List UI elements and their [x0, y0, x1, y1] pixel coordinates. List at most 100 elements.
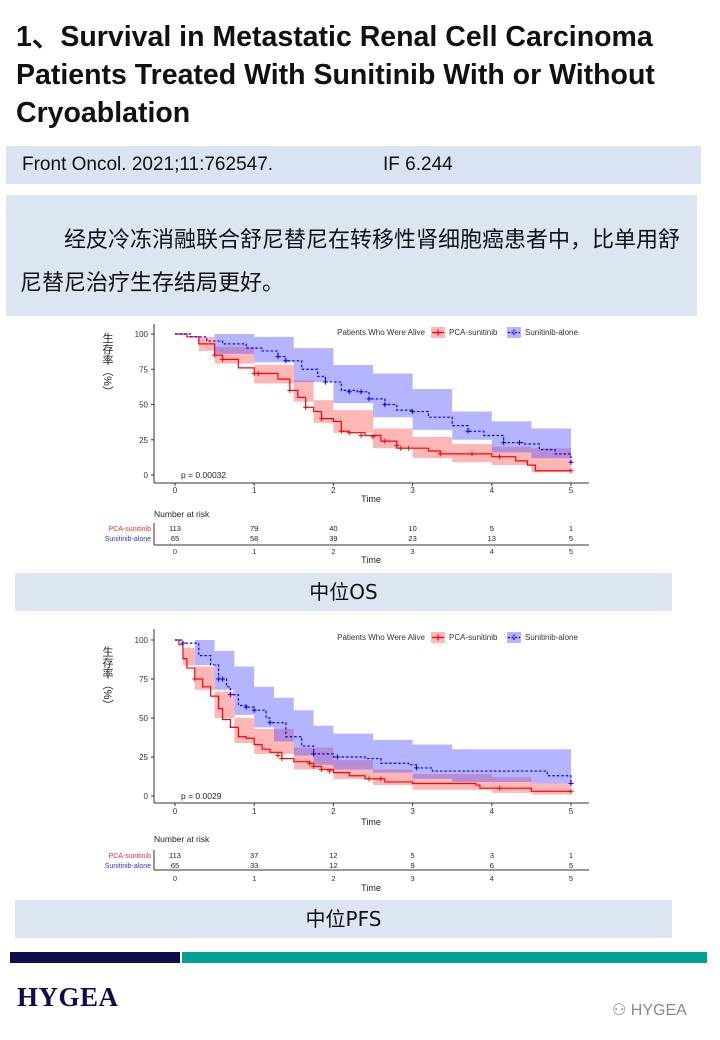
- risk-x-tick-label: 3: [411, 547, 415, 556]
- risk-value: 23: [408, 534, 416, 543]
- legend-key: [508, 329, 520, 336]
- risk-value: 65: [171, 861, 179, 870]
- legend-key: [432, 329, 444, 336]
- risk-x-tick-label: 5: [569, 547, 573, 556]
- risk-value: 6: [490, 861, 494, 870]
- censor-mark: [465, 428, 471, 434]
- y-tick-label: 25: [139, 753, 148, 762]
- number-at-risk-title: Number at risk: [154, 834, 210, 844]
- censor-mark: [568, 788, 574, 794]
- x-tick-label: 2: [331, 486, 336, 495]
- risk-x-tick-label: 1: [252, 547, 256, 556]
- footer-navy-bar: [10, 952, 180, 963]
- censor-mark: [307, 760, 313, 766]
- risk-value: 12: [329, 861, 337, 870]
- censor-mark: [568, 459, 574, 465]
- legend-swatch: [507, 632, 521, 643]
- legend-label: Sunitinib-alone: [525, 633, 578, 642]
- y-tick-label: 0: [144, 792, 149, 801]
- footer-teal-bar: [182, 952, 707, 963]
- censor-mark: [334, 754, 340, 760]
- censor-mark: [303, 404, 309, 410]
- risk-x-tick-label: 5: [569, 874, 573, 883]
- censor-mark: [382, 402, 388, 407]
- censor-mark: [220, 676, 226, 682]
- risk-x-tick-label: 2: [331, 547, 335, 556]
- risk-value: 58: [250, 534, 258, 543]
- censor-mark: [382, 438, 388, 444]
- censor-mark: [437, 451, 443, 457]
- x-axis-label: Time: [361, 817, 381, 827]
- y-tick-label: 50: [139, 714, 148, 723]
- impact-factor: IF 6.244: [383, 154, 453, 175]
- censor-mark: [220, 356, 226, 362]
- censor-mark: [497, 454, 503, 460]
- x-tick-label: 5: [569, 486, 574, 495]
- censor-mark: [469, 451, 475, 457]
- censor-mark: [283, 358, 289, 364]
- risk-value: 113: [169, 851, 181, 860]
- watermark: ⚇ HYGEA: [612, 1000, 687, 1020]
- y-axis-label: 生存率（%）: [101, 331, 114, 397]
- risk-value: 1: [569, 851, 573, 860]
- hygea-logo: HYGEA: [17, 982, 119, 1012]
- censor-mark: [370, 434, 376, 440]
- survival-line-sunitinib-alone: [175, 333, 572, 463]
- risk-value: 12: [329, 851, 337, 860]
- censor-mark: [366, 396, 372, 402]
- p-value: p = 0.0029: [181, 791, 222, 801]
- median-pfs-label: 中位PFS: [15, 900, 672, 938]
- risk-value: 5: [569, 861, 573, 870]
- censor-mark: [501, 440, 507, 446]
- survival-line-pca-sunitinib: [175, 333, 571, 472]
- summary-text: 经皮冷冻消融联合舒尼替尼在转移性肾细胞癌患者中，比单用舒尼替尼治疗生存结局更好。: [6, 195, 697, 316]
- x-tick-label: 4: [490, 486, 495, 495]
- censor-mark: [406, 445, 412, 451]
- censor-mark: [410, 409, 416, 415]
- citation-bar: Front Oncol. 2021;11:762547. IF 6.244: [6, 146, 701, 184]
- censor-mark: [267, 720, 273, 726]
- risk-value: 40: [329, 524, 337, 533]
- y-tick-label: 100: [135, 330, 149, 339]
- censor-mark: [180, 640, 186, 646]
- censor-mark: [319, 416, 325, 422]
- ci-band-sunitinib-alone: [175, 640, 571, 787]
- survival-line-sunitinib-alone: [175, 639, 572, 784]
- legend-label: PCA-sunitinib: [449, 633, 498, 642]
- censor-mark: [326, 768, 332, 774]
- number-at-risk-title: Number at risk: [154, 509, 210, 519]
- survival-line-pca-sunitinib: [175, 639, 571, 792]
- censor-mark: [358, 433, 364, 439]
- risk-value: 39: [329, 534, 337, 543]
- x-tick-label: 1: [252, 807, 257, 816]
- legend-title: Patients Who Were Alive: [337, 328, 425, 337]
- censor-mark: [517, 440, 523, 446]
- x-tick-label: 0: [173, 486, 178, 495]
- censor-mark: [251, 707, 257, 713]
- censor-mark: [212, 352, 218, 358]
- censor-mark: [346, 389, 352, 395]
- risk-value: 1: [569, 524, 573, 533]
- risk-x-tick-label: 4: [490, 547, 494, 556]
- risk-value: 9: [411, 861, 415, 870]
- risk-value: 5: [569, 534, 573, 543]
- x-tick-label: 3: [410, 807, 415, 816]
- risk-x-tick-label: 4: [490, 874, 494, 883]
- censor-mark: [358, 389, 364, 395]
- censor-mark: [378, 776, 384, 782]
- risk-row-label: PCA-sunitinib: [109, 526, 152, 533]
- risk-x-tick-label: 0: [173, 547, 177, 556]
- y-tick-label: 100: [135, 636, 149, 645]
- risk-value: 5: [411, 851, 415, 860]
- risk-x-tick-label: 1: [252, 874, 256, 883]
- risk-value: 5: [490, 524, 494, 533]
- risk-row-label: PCA-sunitinib: [109, 853, 152, 860]
- censor-mark: [311, 763, 317, 769]
- legend-label: PCA-sunitinib: [449, 328, 498, 337]
- censor-mark: [311, 751, 317, 757]
- risk-value: 3: [490, 851, 494, 860]
- y-tick-label: 0: [144, 471, 149, 480]
- risk-value: 13: [488, 534, 496, 543]
- risk-value: 65: [171, 534, 179, 543]
